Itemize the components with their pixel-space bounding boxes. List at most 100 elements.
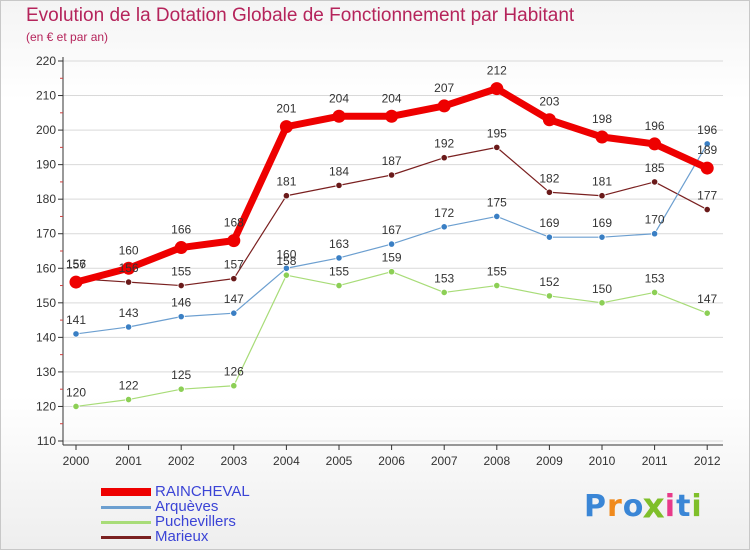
data-point-raincheval <box>122 261 136 275</box>
data-label-puchevillers: 126 <box>224 365 244 379</box>
y-tick-label: 190 <box>36 158 56 172</box>
data-point-arquves <box>650 230 659 238</box>
data-label-marieux: 182 <box>539 171 559 185</box>
y-tick-label: 160 <box>36 261 56 275</box>
data-point-arquves <box>125 323 133 331</box>
proxiti-logo: Proxiti <box>584 486 703 527</box>
data-point-puchevillers <box>177 385 185 393</box>
data-point-puchevillers <box>545 292 554 300</box>
data-label-marieux: 192 <box>434 137 454 151</box>
legend-label: RAINCHEVAL <box>155 483 250 500</box>
data-label-puchevillers: 122 <box>119 379 139 393</box>
data-label-raincheval: 156 <box>66 257 86 271</box>
data-point-marieux <box>230 275 238 283</box>
y-tick-label: 110 <box>37 434 56 448</box>
data-label-arquves: 146 <box>171 296 191 310</box>
data-label-puchevillers: 153 <box>645 271 665 285</box>
data-label-raincheval: 160 <box>119 243 139 257</box>
data-label-marieux: 156 <box>119 261 139 275</box>
data-point-raincheval <box>700 161 714 175</box>
x-tick-label: 2011 <box>642 454 668 468</box>
data-label-puchevillers: 155 <box>487 265 507 279</box>
data-point-puchevillers <box>230 382 238 390</box>
data-point-arquves <box>282 264 290 272</box>
y-tick-label: 120 <box>36 399 56 413</box>
data-point-raincheval <box>69 275 83 289</box>
data-label-puchevillers: 147 <box>697 292 717 306</box>
data-point-marieux <box>703 205 711 214</box>
x-tick-label: 2012 <box>694 454 721 468</box>
data-label-marieux: 195 <box>487 126 507 140</box>
data-label-arquves: 175 <box>487 195 507 209</box>
data-point-arquves <box>703 140 711 148</box>
y-tick-label: 180 <box>36 192 56 206</box>
x-tick-label: 2002 <box>168 454 195 468</box>
x-tick-label: 2006 <box>378 454 405 468</box>
y-tick-label: 210 <box>36 89 56 103</box>
data-point-puchevillers <box>125 395 133 404</box>
data-label-marieux: 177 <box>697 189 717 203</box>
data-label-arquves: 172 <box>434 206 454 220</box>
data-label-arquves: 169 <box>592 216 612 230</box>
data-point-arquves <box>545 233 554 241</box>
x-tick-label: 2001 <box>115 454 142 468</box>
legend-swatch <box>101 535 151 539</box>
chart-title: Evolution de la Dotation Globale de Fonc… <box>26 5 575 26</box>
data-label-marieux: 181 <box>276 175 296 189</box>
data-label-raincheval: 189 <box>697 143 717 157</box>
data-point-raincheval <box>174 241 188 255</box>
data-point-arquves <box>177 313 185 321</box>
data-label-raincheval: 204 <box>382 91 402 105</box>
data-label-marieux: 157 <box>66 258 86 272</box>
data-label-marieux: 181 <box>592 175 612 189</box>
legend-label: Puchevillers <box>155 513 236 530</box>
data-point-marieux <box>282 192 290 200</box>
y-tick-label: 150 <box>36 296 56 310</box>
data-point-arquves <box>335 254 343 262</box>
data-label-arquves: 196 <box>697 123 717 137</box>
data-point-raincheval <box>227 234 241 248</box>
data-label-puchevillers: 158 <box>276 254 296 268</box>
data-label-raincheval: 212 <box>487 64 507 78</box>
data-point-puchevillers <box>650 288 659 297</box>
data-point-marieux <box>598 192 606 200</box>
data-label-raincheval: 201 <box>276 102 296 116</box>
data-point-puchevillers <box>493 281 501 290</box>
legend-label: Marieux <box>155 528 209 545</box>
data-label-puchevillers: 150 <box>592 282 612 296</box>
data-label-arquves: 141 <box>66 313 86 327</box>
data-point-arquves <box>440 223 448 231</box>
data-point-marieux <box>387 171 396 179</box>
data-point-puchevillers <box>72 402 80 411</box>
x-tick-label: 2009 <box>536 454 563 468</box>
data-label-marieux: 184 <box>329 164 349 178</box>
data-point-arquves <box>493 212 501 221</box>
data-point-puchevillers <box>703 309 711 317</box>
data-point-raincheval <box>385 109 399 123</box>
data-label-arquves: 163 <box>329 237 349 251</box>
data-label-raincheval: 204 <box>329 91 349 105</box>
data-point-marieux <box>493 143 501 151</box>
data-label-marieux: 155 <box>171 265 191 279</box>
series-line-puchevillers <box>75 271 708 408</box>
data-label-puchevillers: 120 <box>66 385 86 399</box>
data-label-raincheval: 196 <box>645 119 665 133</box>
data-point-raincheval <box>490 82 504 96</box>
data-label-marieux: 187 <box>382 154 402 168</box>
data-label-arquves: 160 <box>276 247 296 261</box>
data-label-arquves: 147 <box>224 292 244 306</box>
data-label-raincheval: 207 <box>434 81 454 95</box>
y-tick-label: 130 <box>36 365 56 379</box>
x-tick-label: 2003 <box>220 454 247 468</box>
data-point-puchevillers <box>335 281 343 290</box>
data-point-arquves <box>387 240 396 248</box>
data-label-arquves: 167 <box>382 223 402 237</box>
data-point-raincheval <box>542 113 556 127</box>
data-label-puchevillers: 159 <box>382 251 402 265</box>
data-label-arquves: 169 <box>539 216 559 230</box>
x-tick-label: 2007 <box>431 454 458 468</box>
data-point-marieux <box>545 188 554 196</box>
x-tick-label: 2008 <box>483 454 510 468</box>
data-label-marieux: 157 <box>224 258 244 272</box>
